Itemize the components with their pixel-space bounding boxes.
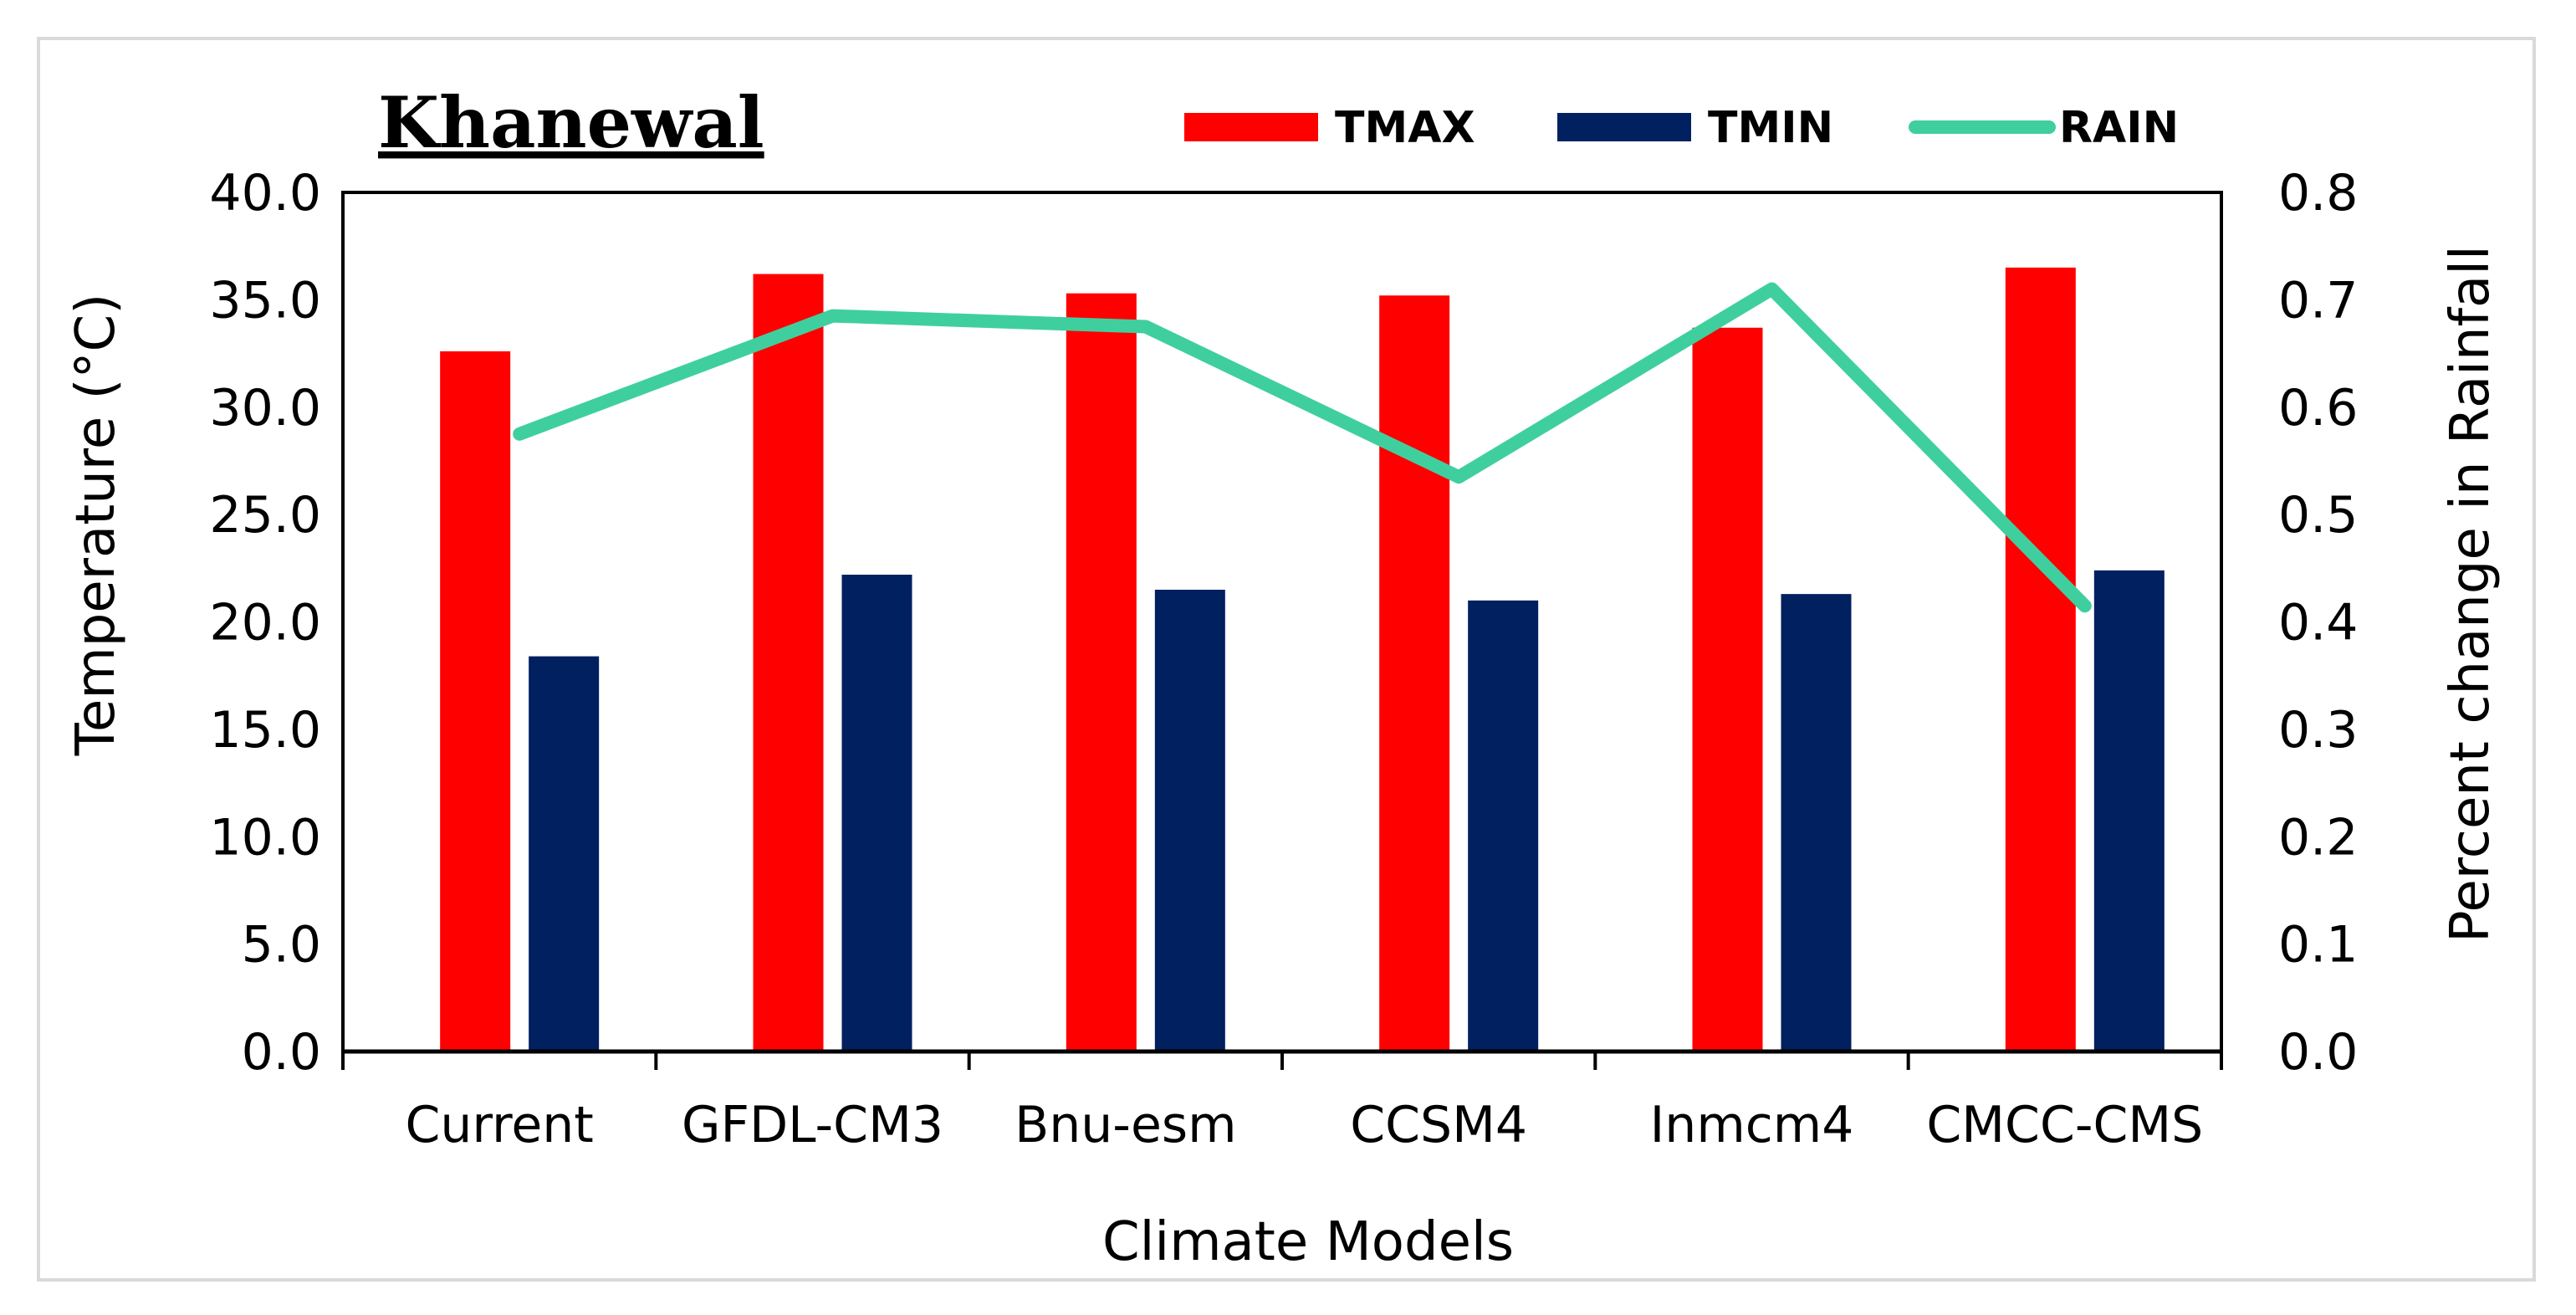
y2-tick-label: 0.6	[2278, 379, 2358, 437]
legend-swatch-tmin	[1557, 113, 1691, 141]
bar-tmax-ccsm4	[1379, 295, 1450, 1051]
bar-tmax-inmcm4	[1692, 327, 1763, 1051]
bars-layer	[440, 267, 2165, 1051]
point-rain-current	[519, 432, 521, 435]
y2-tick-label: 0.3	[2278, 701, 2358, 760]
y2-tick-label: 0.7	[2278, 271, 2358, 330]
y2-tick-label: 0.1	[2278, 916, 2358, 975]
x-tick-label-gfdl-cm3: GFDL-CM3	[682, 1096, 943, 1154]
y-tick-label: 5.0	[242, 916, 321, 975]
y-tick-label: 35.0	[209, 271, 321, 330]
right-axis-ticks: 0.0 0.1 0.2 0.3 0.4 0.5 0.6 0.7 0.8	[2278, 164, 2358, 1082]
point-rain-gfdl-cm3	[831, 315, 834, 317]
y2-tick-label: 0.0	[2278, 1023, 2358, 1082]
bar-tmin-current	[529, 656, 600, 1051]
bar-tmin-bnu-esm	[1154, 589, 1225, 1051]
bar-tmax-gfdl-cm3	[753, 274, 824, 1051]
legend: TMAX TMIN RAIN	[1184, 103, 2179, 153]
x-tick-label-ccsm4: CCSM4	[1350, 1096, 1527, 1154]
y-tick-label: 30.0	[209, 379, 321, 437]
legend-label-tmax: TMAX	[1335, 103, 1475, 153]
bar-tmin-cmcc-cms	[2093, 570, 2165, 1051]
x-tick-label-cmcc-cms: CMCC-CMS	[1926, 1096, 2203, 1154]
point-rain-bnu-esm	[1144, 325, 1147, 328]
chart-title: Khanewal	[378, 81, 764, 164]
rain-line-layer	[513, 282, 2092, 613]
x-tick-label-inmcm4: Inmcm4	[1650, 1096, 1854, 1154]
point-rain-inmcm4	[1771, 288, 1773, 290]
bar-tmin-inmcm4	[1781, 594, 1852, 1051]
axes-layer	[341, 1049, 2223, 1070]
plot-area	[341, 191, 2223, 1053]
y-tick-label: 40.0	[209, 164, 321, 223]
legend-label-tmin: TMIN	[1708, 103, 1833, 153]
x-tick-label-bnu-esm: Bnu-esm	[1015, 1096, 1237, 1154]
bar-tmax-current	[440, 350, 511, 1051]
left-axis-ticks: 0.0 5.0 10.0 15.0 20.0 25.0 30.0 35.0 40.0	[209, 164, 321, 1082]
bar-tmax-bnu-esm	[1066, 293, 1137, 1051]
bar-tmax-cmcc-cms	[2005, 267, 2076, 1051]
point-rain-ccsm4	[1458, 476, 1460, 478]
point-rain-cmcc-cms	[2083, 605, 2086, 607]
y2-axis-title: Percent change in Rainfall	[2440, 245, 2502, 943]
x-axis-title: Climate Models	[1102, 1211, 1514, 1273]
y-tick-label: 15.0	[209, 701, 321, 760]
series-line-rain	[513, 282, 2092, 613]
y-axis-title: Temperature (°C)	[65, 294, 127, 756]
y-tick-label: 0.0	[242, 1023, 321, 1082]
bar-tmin-ccsm4	[1468, 600, 1539, 1051]
y-tick-label: 10.0	[209, 808, 321, 867]
y2-tick-label: 0.4	[2278, 594, 2358, 652]
y-tick-label: 20.0	[209, 594, 321, 652]
y2-tick-label: 0.5	[2278, 486, 2358, 545]
x-tick-label-current: Current	[405, 1096, 593, 1154]
legend-swatch-tmax	[1184, 113, 1318, 141]
y-tick-label: 25.0	[209, 486, 321, 545]
x-axis-ticks: Current GFDL-CM3 Bnu-esm CCSM4 Inmcm4 CMCC-CM…	[405, 1096, 2203, 1154]
bar-tmin-gfdl-cm3	[841, 575, 912, 1051]
plot-border	[341, 191, 2223, 1053]
y2-tick-label: 0.2	[2278, 808, 2358, 867]
legend-label-rain: RAIN	[2059, 103, 2179, 153]
y2-tick-label: 0.8	[2278, 164, 2358, 223]
